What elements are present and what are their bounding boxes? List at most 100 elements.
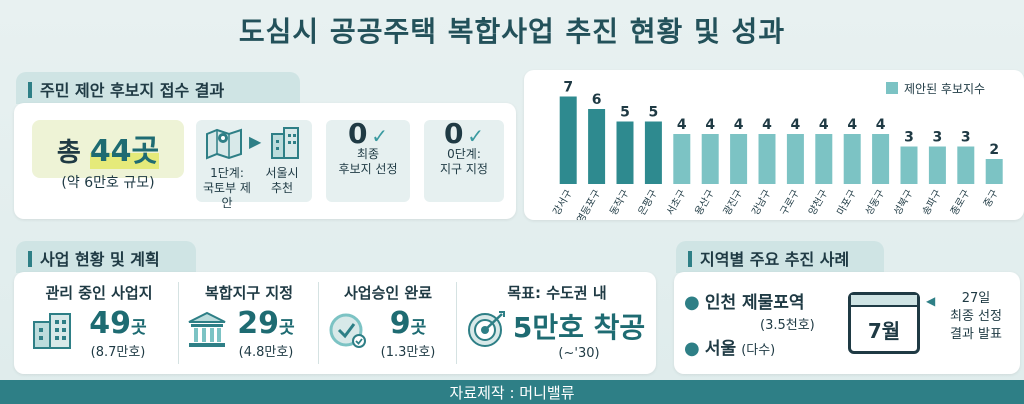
step3-box: 0 ✓ 0단계: 지구 지정 — [424, 120, 504, 202]
stat-goal: 목표: 수도권 내 — [462, 282, 652, 303]
bar — [588, 109, 606, 184]
step1-label: 1단계: 국토부 제안 — [200, 166, 254, 211]
legend-swatch — [886, 82, 898, 94]
total-prefix: 총 — [56, 138, 81, 168]
divider — [178, 282, 179, 364]
tick-label: 성동구 — [863, 188, 887, 218]
stat-designated: 복합지구 지정 — [184, 282, 314, 303]
total-count: 총 44곳 — [32, 126, 184, 170]
location-pin-icon: ● — [684, 338, 700, 359]
stat-sub: (1.3만호) — [380, 345, 436, 360]
total-sub: (약 6만호 규모) — [61, 175, 155, 191]
step2-box: 0 ✓ 최종 후보지 선정 — [326, 120, 410, 202]
section2-tab: 사업 현황 및 계획 — [16, 241, 196, 273]
section3-card — [674, 272, 1020, 374]
region-item-incheon: ● 인천 제물포역 — [684, 288, 805, 313]
section2-title: 사업 현황 및 계획 — [40, 250, 160, 269]
stat-head: 사업승인 완료 — [343, 284, 433, 302]
tab-accent — [688, 251, 692, 267]
tick-label: 광진구 — [721, 188, 745, 218]
building-icon — [271, 127, 299, 159]
government-building-icon — [188, 311, 226, 347]
arrow-left-icon: ◀ — [926, 294, 936, 308]
note-line1: 27일 — [961, 291, 991, 306]
calendar-header — [851, 295, 917, 307]
bar — [644, 121, 662, 184]
stat-num: 29곳 — [226, 306, 306, 341]
stat-designated-value: 29곳 (4.8만호) — [226, 306, 306, 360]
bar — [985, 159, 1003, 184]
calendar-icon: 7월 — [848, 292, 920, 354]
stat-number: 29 — [237, 306, 280, 341]
stat-num: 9곳 — [368, 306, 448, 341]
bar — [730, 134, 748, 184]
bar — [928, 146, 946, 184]
data-label: 4 — [819, 117, 829, 133]
stat-num: 5만호 착공 — [510, 306, 648, 346]
tick-label: 마포구 — [835, 188, 859, 218]
step3-value: 0 — [443, 117, 464, 150]
tick-label: 영등포구 — [574, 188, 603, 221]
stat-number: 49 — [89, 306, 132, 341]
tick-label: 성북구 — [891, 188, 915, 218]
divider — [456, 282, 457, 364]
data-label: 5 — [649, 105, 659, 121]
step1b-line1: 서울시 — [265, 166, 299, 180]
stat-number: 9 — [389, 306, 411, 341]
data-label: 4 — [847, 117, 857, 133]
total-box: 총 44곳 (약 6만호 규모) — [32, 120, 184, 191]
region-name: 서울 — [704, 339, 737, 359]
bar — [872, 134, 890, 184]
bar — [957, 146, 975, 184]
data-label: 4 — [734, 117, 744, 133]
region-sub: (다수) — [741, 343, 776, 358]
data-label: 4 — [791, 117, 801, 133]
data-label: 4 — [677, 117, 687, 133]
tick-label: 동작구 — [607, 188, 631, 218]
data-label: 7 — [563, 80, 573, 96]
note-line3: 결과 발표 — [950, 327, 1002, 342]
section3-title: 지역별 주요 추진 사례 — [700, 250, 850, 269]
bar — [758, 134, 776, 184]
stat-sub: (~'30) — [558, 346, 600, 361]
section1-title: 주민 제안 후보지 접수 결과 — [40, 81, 225, 100]
stat-sub: (4.8만호) — [238, 345, 294, 360]
stat-unit: 곳 — [410, 318, 427, 338]
stat-sub: (8.7만호) — [90, 345, 146, 360]
stat-approved-value: 9곳 (1.3만호) — [368, 306, 448, 360]
step2-line2: 후보지 선정 — [338, 162, 398, 176]
tick-label: 용산구 — [693, 188, 717, 218]
step3-line1: 0단계: — [447, 147, 481, 161]
chart-legend: 제안된 후보지수 — [886, 80, 985, 97]
tab-accent — [28, 82, 32, 98]
stat-managed-sites: 관리 중인 사업지 — [24, 282, 174, 303]
calendar-month: 7월 — [867, 319, 901, 343]
tick-label: 은평구 — [636, 188, 660, 218]
data-label: 4 — [762, 117, 772, 133]
region-sub: (3.5천호) — [760, 318, 815, 333]
bar — [673, 134, 691, 184]
announcement-note: 27일 최종 선정 결과 발표 — [934, 290, 1018, 344]
tab-accent — [28, 251, 32, 267]
page-title: 도심시 공공주택 복합사업 추진 현황 및 성과 — [238, 15, 786, 48]
data-label: 6 — [592, 92, 602, 108]
step2-line1: 최종 — [356, 147, 380, 161]
bar — [815, 134, 833, 184]
tick-label: 서초구 — [664, 188, 688, 218]
section1-tab: 주민 제안 후보지 접수 결과 — [16, 72, 300, 104]
target-icon — [468, 311, 505, 347]
step1-box: ▶ 1단계: 국토부 제안 서울시 추천 — [196, 120, 312, 210]
map-icon — [206, 128, 242, 160]
bar-chart: 7 강서구 6 영등포구 5 동작구 5 은평구 4 서초구 4 용산구 4 광진구 4 강남구 4 구로구 4 양천… — [551, 80, 1003, 221]
bar — [701, 134, 719, 184]
data-label: 3 — [904, 130, 914, 146]
tick-label: 중구 — [981, 188, 1001, 210]
step1b-label: 서울시 추천 — [254, 166, 310, 196]
bar — [616, 121, 634, 184]
tick-label: 양천구 — [806, 188, 830, 218]
stat-number: 5만호 착공 — [512, 311, 646, 344]
tick-label: 강남구 — [749, 188, 773, 218]
stat-head: 복합지구 지정 — [204, 284, 294, 302]
data-label: 5 — [620, 105, 630, 121]
step1-line1: 1단계: — [210, 166, 244, 180]
